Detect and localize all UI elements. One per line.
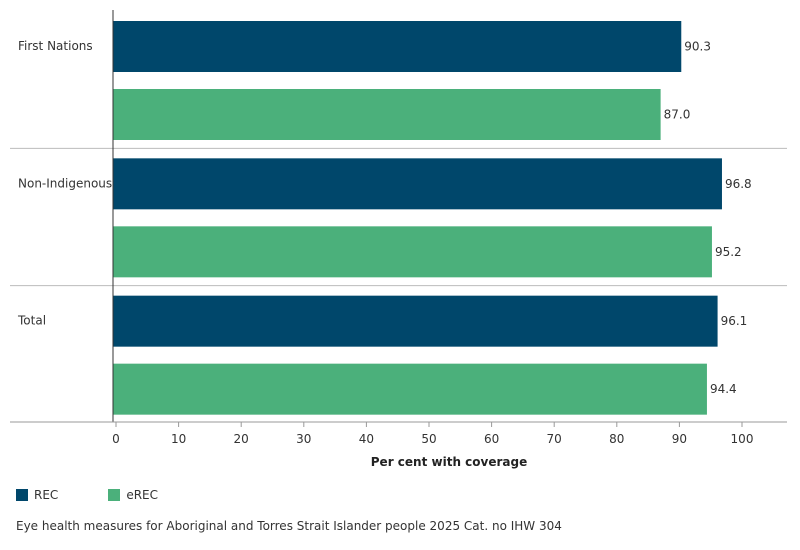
bar-erec-first-nations <box>113 89 661 140</box>
bar-erec-total <box>113 363 707 415</box>
value-label-rec-non-indigenous: 96.8 <box>725 177 752 191</box>
legend-item-rec: REC <box>16 488 58 502</box>
value-label-erec-first-nations: 87.0 <box>664 108 691 122</box>
category-label-first-nations: First Nations <box>18 39 93 53</box>
x-tick-label: 10 <box>171 432 186 446</box>
value-label-erec-total: 94.4 <box>710 382 737 396</box>
x-tick-label: 80 <box>609 432 624 446</box>
labels-layer: First Nations 90.3 87.0 Non-Indigenous 96.8 9… <box>17 39 752 396</box>
legend-label-rec: REC <box>34 488 59 502</box>
legend: REC eREC <box>16 488 158 502</box>
bar-rec-non-indigenous <box>113 158 722 210</box>
x-tick-label: 70 <box>547 432 562 446</box>
x-axis-title: Per cent with coverage <box>371 455 527 469</box>
value-label-erec-non-indigenous: 95.2 <box>715 245 742 259</box>
category-label-non-indigenous: Non-Indigenous <box>18 176 112 190</box>
x-tick-label: 90 <box>672 432 687 446</box>
x-axis-ticks: 0 10 20 30 40 50 60 70 80 90 100 <box>112 422 753 446</box>
x-tick-label: 60 <box>484 432 499 446</box>
x-tick-label: 30 <box>296 432 311 446</box>
bars-layer <box>10 21 787 415</box>
legend-item-erec: eREC <box>108 488 158 502</box>
bar-erec-non-indigenous <box>113 226 712 278</box>
legend-label-erec: eREC <box>126 488 158 502</box>
bar-chart: First Nations 90.3 87.0 Non-Indigenous 96.8 9… <box>10 10 787 469</box>
x-tick-label: 0 <box>112 432 120 446</box>
legend-swatch-erec <box>108 489 121 501</box>
value-label-rec-first-nations: 90.3 <box>684 40 711 54</box>
value-label-rec-total: 96.1 <box>721 314 748 328</box>
source-footer: Eye health measures for Aboriginal and T… <box>16 519 562 533</box>
x-tick-label: 40 <box>359 432 374 446</box>
bar-rec-first-nations <box>113 21 682 72</box>
bar-rec-total <box>113 295 718 347</box>
category-label-total: Total <box>17 314 46 328</box>
legend-swatch-rec <box>16 489 28 501</box>
x-tick-label: 20 <box>234 432 249 446</box>
x-tick-label: 100 <box>731 432 754 446</box>
x-tick-label: 50 <box>421 432 436 446</box>
